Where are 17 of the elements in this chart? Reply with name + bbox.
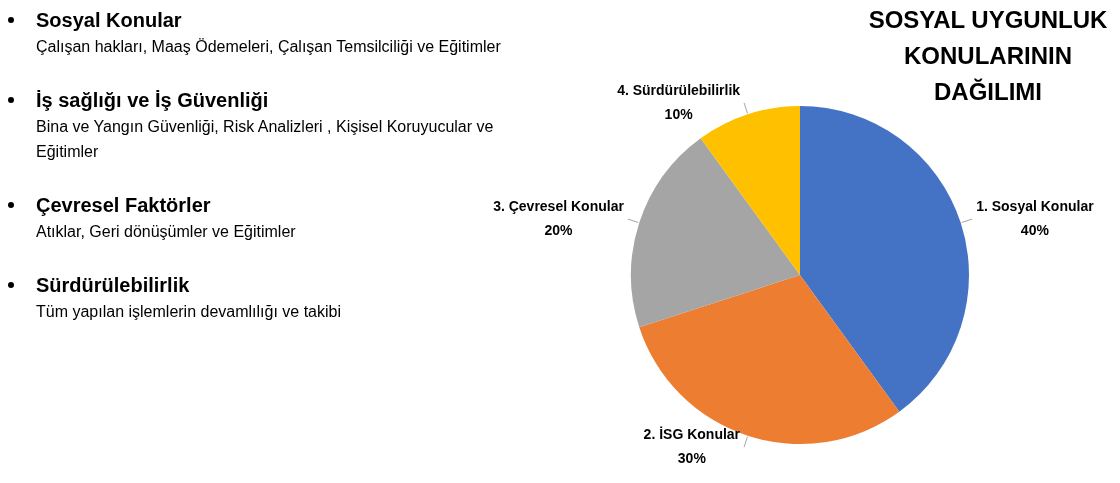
- data-label: 20%: [544, 221, 574, 238]
- text: Çalışan hakları, Maaş Ödemeleri, Çalışan Temsilciliği ve Eğitimler: [36, 37, 502, 57]
- data-label: 30%: [677, 450, 707, 466]
- text: Sosyal Konular: [36, 8, 183, 33]
- data-label: 40%: [1020, 221, 1050, 238]
- chart-title: SOSYAL UYGUNLUK KONULARININ DAĞILIMI: [867, 5, 1109, 107]
- text: Sürdürülebilirlik: [36, 273, 191, 298]
- text: Çevresel Faktörler: [36, 194, 211, 216]
- slice-label: 3. Çevresel Konular: [493, 197, 625, 214]
- data-label: 10%: [664, 105, 694, 122]
- text: Bina ve Yangın Güvenliği, Risk Analizleri , Kişisel Koruyucular ve Eğitimler: [36, 117, 495, 162]
- text: Tüm yapılan işlemlerin devamlılığı ve takibi: [36, 302, 342, 322]
- slice-label: 1. Sosyal Konular: [976, 197, 1095, 214]
- slice-label: 4. Sürdürülebilirlik: [617, 81, 741, 98]
- slice-label: 2. İSG Konular: [643, 426, 741, 442]
- text: İş sağlığı ve İş Güvenliği: [36, 88, 270, 113]
- text: Atıklar, Geri dönüşümler ve Eğitimler: [36, 222, 297, 242]
